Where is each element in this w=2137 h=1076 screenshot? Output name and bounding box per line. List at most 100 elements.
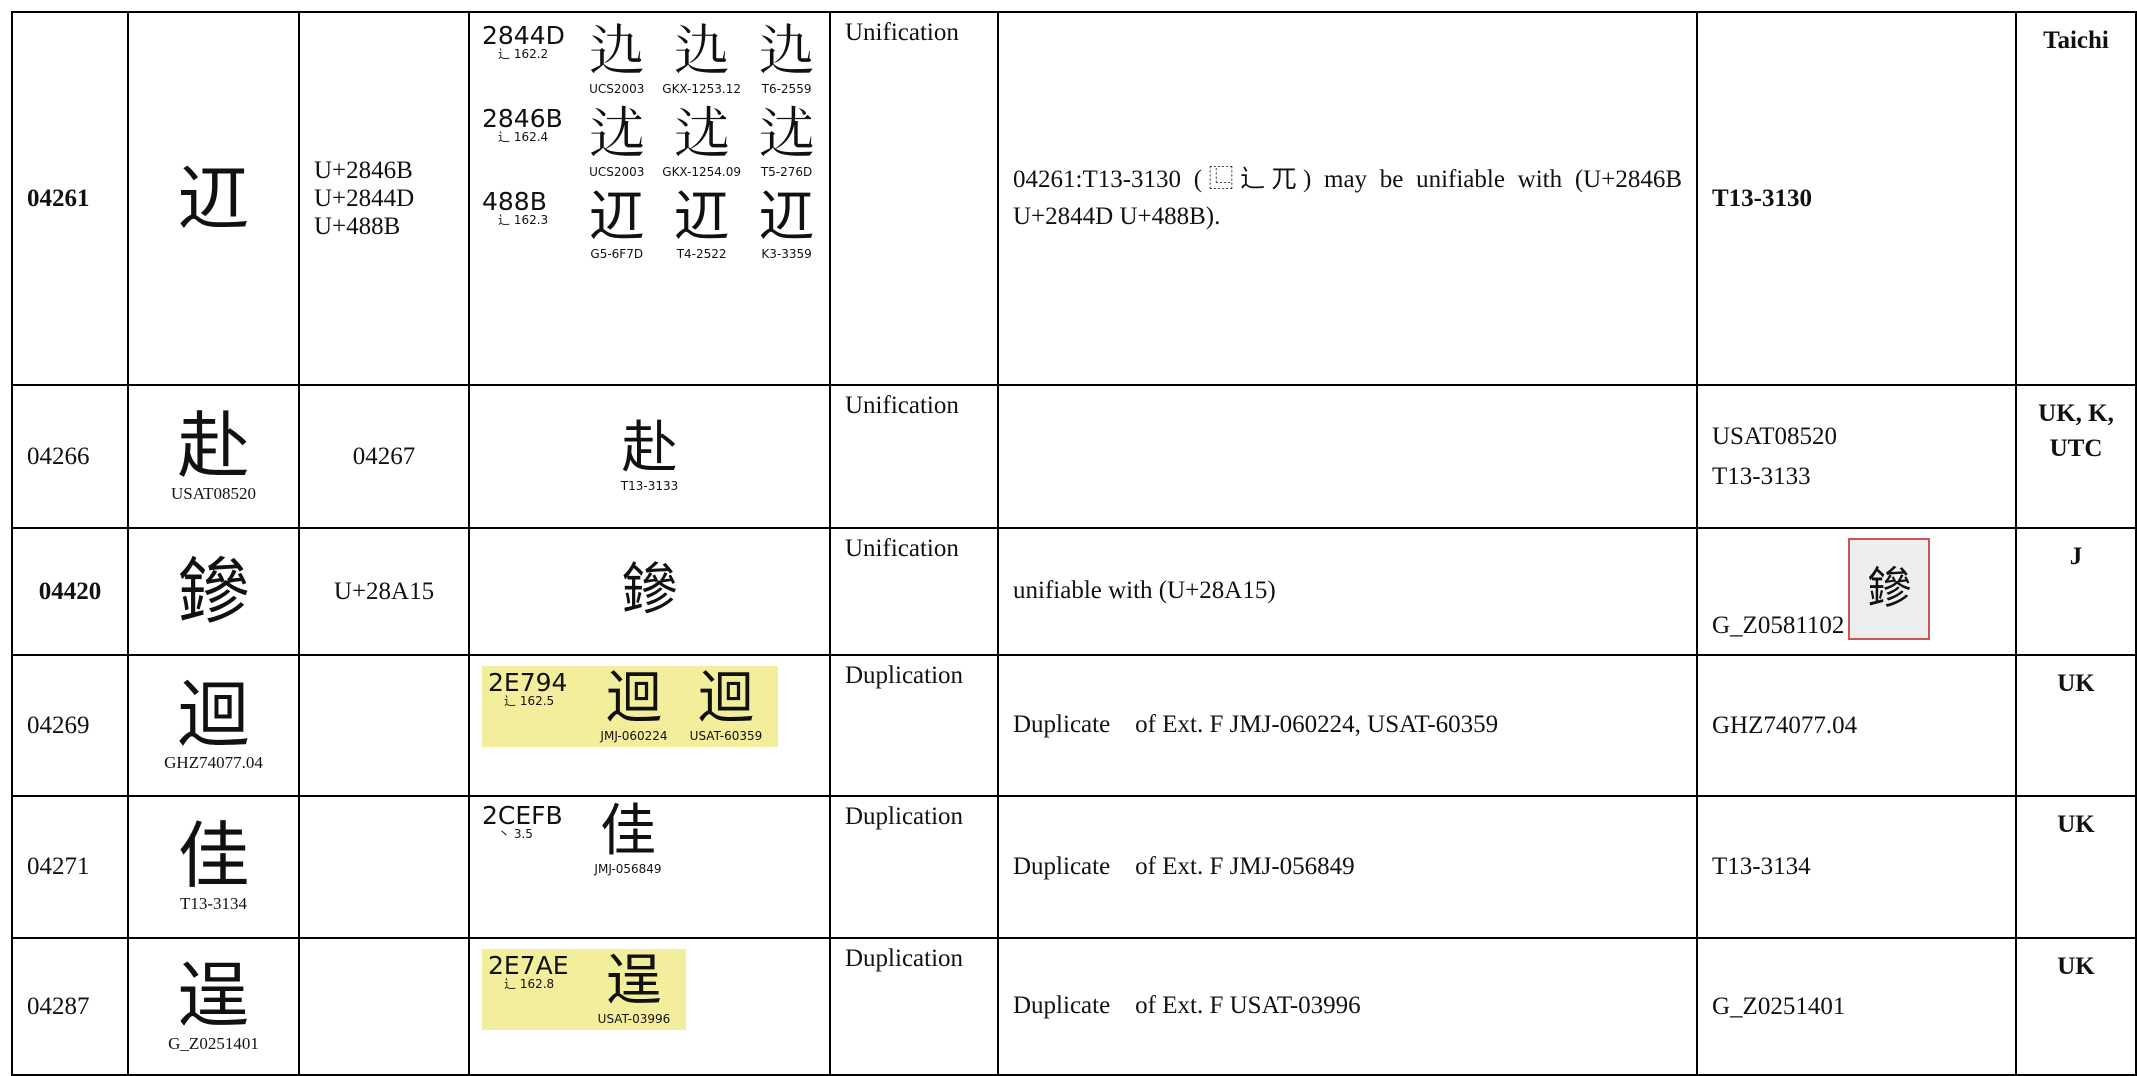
related-code: U+2846B [314,156,413,184]
type: Duplication [831,797,997,831]
glyph-source: G5-6F7D [590,247,644,262]
reviewer: Taichi [2017,13,2135,58]
source: G_Z0251401 [1712,992,1846,1020]
glyph: 𨑫 [588,101,645,167]
glyph-source: K3-3359 [761,247,812,262]
evidence-group: 2E7AE 辶 162.8 逞 USAT-03996 [482,949,686,1030]
type-text: Duplication [845,662,964,689]
table-cell: 04261:T13-3130 (⿺辶兀) may be unifiable wi… [999,11,1698,386]
cell-content: 逞 G_Z0251401 [129,939,298,1074]
table-cell: unifiable with (U+28A15) [999,529,1698,656]
glyph: 𨑍 [588,19,645,84]
serial-number: 04420 [38,577,102,605]
radical: 丶 3.5 [498,827,533,841]
reviewer-text: UK [2057,953,2095,980]
serial-number: 04271 [27,853,90,880]
evidence: 2E794 辶 162.5 迴 JMJ-060224 迴 USAT-60359 [470,656,829,747]
type-text: Duplication [845,803,964,830]
cell-content: 04420 [13,529,127,654]
evidence-glyph: 赴 T13-3133 [604,416,696,493]
cell-content: 赴 USAT08520 [129,386,298,527]
type-text: Unification [845,19,959,46]
reviewer: J [2017,529,2135,574]
table-cell: T13-3130 [1698,11,2017,386]
source-line: G_Z0581102鏒 [1712,538,2001,640]
radical: 辶 162.8 [504,977,555,991]
cell-content: U+28A15 [300,529,468,654]
glyph: 䢋 [177,156,250,241]
reviewer: UK [2017,797,2135,842]
glyph: 逞 [606,949,662,1014]
glyph: 𨑫 [673,101,730,167]
remarks: Duplicate of Ext. F USAT-03996 [1013,992,1361,1020]
evidence-glyph: 佳 JMJ-056849 [582,799,674,876]
radical: 辶 162.5 [504,694,555,708]
evidence: 鏒 [470,529,829,654]
glyph: 鏒 [621,558,678,624]
glyph-source: GHZ74077.04 [164,752,263,772]
type-text: Unification [845,392,959,419]
evidence-group: 2846B 辶 162.4 𨑫 UCS2003 𨑫 GKX-1254.09 𨑫 T5-276D [482,101,829,179]
evidence-glyph: 𨑍 GKX-1253.12 [659,22,744,96]
reviewer: UK, K, UTC [2017,386,2135,466]
glyph: 鏒 [177,549,250,634]
table-cell [999,386,1698,529]
code: 488B [482,186,547,216]
evidence-glyph: 逞 USAT-03996 [588,949,680,1026]
evidence-group: 鏒 [604,558,696,624]
code: 2CEFB [482,801,563,830]
cell-content: T13-3130 [1698,13,2015,384]
glyph: 赴 [177,403,250,488]
glyph: 䢋 [673,184,730,250]
table-cell: 逞 G_Z0251401 [129,939,300,1076]
type: Duplication [831,656,997,690]
table-cell: 04261 [11,11,129,386]
cell-content: Duplicate of Ext. F USAT-03996 [999,939,1696,1074]
glyph-source: T13-3133 [620,478,679,493]
cell-content: 䢋 [129,13,298,384]
glyph: 赴 [621,416,678,482]
radical: 辶 162.3 [498,212,549,227]
evidence-glyph: 𨑫 T5-276D [744,105,829,179]
type: Unification [831,386,997,420]
cell-content: GHZ74077.04 [1698,656,2015,795]
table-cell: 04271 [11,797,129,939]
table-cell: 04420 [11,529,129,656]
glyph: 𨑍 [758,19,815,84]
cell-content: Duplicate of Ext. F JMJ-060224, USAT-603… [999,656,1696,795]
source: GHZ74077.04 [1712,711,1858,739]
evidence-group: 2844D 辶 162.2 𨑍 UCS2003 𨑍 GKX-1253.12 𨑍 T6-2559 [482,19,829,96]
cell-content: 迴 GHZ74077.04 [129,656,298,795]
cell-content: 04266 [13,386,127,527]
table-cell: 䢋 [129,11,300,386]
source: T13-3134 [1712,853,1811,880]
glyph: 佳 [600,799,656,864]
reviewer-text: UK [2057,811,2095,838]
table-cell [300,656,470,797]
serial-number: 04261 [27,184,90,212]
code: 2844D [482,21,565,50]
reviewer-text: Taichi [2043,27,2109,54]
table-cell: 2E7AE 辶 162.8 逞 USAT-03996 [470,939,831,1076]
glyph: 逞 [177,953,250,1038]
cell-content [300,797,468,937]
table-cell [300,939,470,1076]
table-cell: G_Z0581102鏒 [1698,529,2017,656]
radical: 辶 162.2 [498,47,549,61]
table-cell: U+2846B U+2844D U+488B [300,11,470,386]
table-cell: Duplicate of Ext. F JMJ-060224, USAT-603… [999,656,1698,797]
cell-content: T13-3134 [1698,797,2015,937]
serial-number: 04287 [27,992,90,1020]
source: USAT08520 [1712,422,1838,450]
reviewer: UK [2017,656,2135,701]
table-cell: J [2017,529,2137,656]
source: G_Z0581102 [1712,612,1845,639]
related-code: U+28A15 [333,577,435,605]
table-cell: Unification [831,386,999,529]
related-code: 04267 [352,442,416,470]
cell-content [300,939,468,1074]
glyph: 迴 [177,672,250,757]
table-cell: Duplication [831,656,999,797]
cell-content: 鏒 [129,529,298,654]
code-block: 2CEFB 丶 3.5 [482,803,582,840]
